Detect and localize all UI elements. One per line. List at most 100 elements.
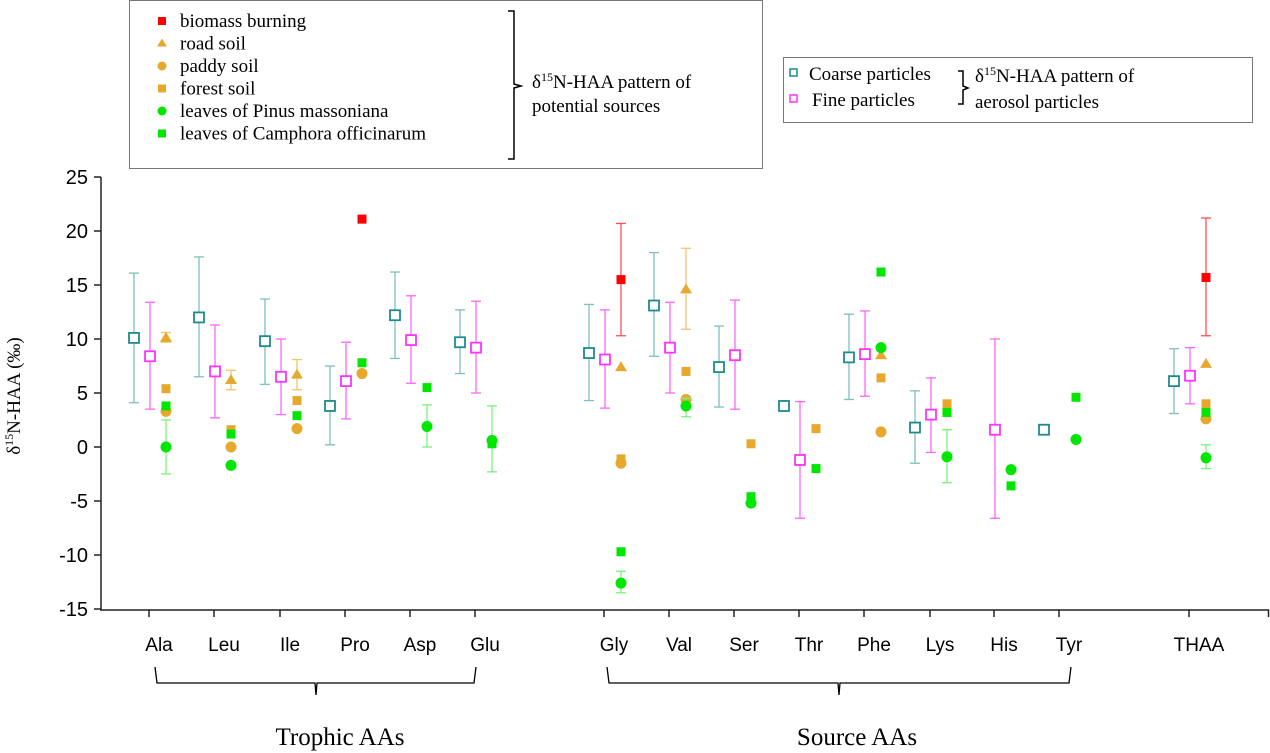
data-point [942,407,952,417]
y-tick-label: -15 [59,599,88,621]
legend-marker [158,129,166,138]
legend-coarse-marker [789,68,798,77]
data-point [357,358,367,368]
data-point [1038,423,1050,436]
legend-sources-title-line1: δ15N-HAA pattern of [532,70,692,93]
data-point [389,309,401,322]
series-leaves-of-camphora-officinarum [161,267,1211,557]
y-tick-label: 25 [66,167,88,189]
legend-marker [157,61,167,71]
data-point [746,492,756,502]
data-point [209,365,221,378]
data-point [160,331,172,342]
y-tick-label: -10 [59,545,88,567]
data-point [487,439,497,449]
data-point [811,424,821,434]
x-tick-label: Val [666,635,692,656]
data-point [616,275,626,285]
x-tick-label: Tyr [1056,635,1083,656]
legend-aerosol-frame [783,57,1253,123]
x-tick-label: Asp [404,635,437,656]
x-tick-label: Thr [795,635,824,656]
legend-sources-frame [129,0,763,169]
data-point [876,267,886,277]
data-point [1200,452,1212,464]
data-point [875,426,887,438]
legend-fine-marker [789,94,798,103]
data-point [941,451,953,463]
data-point [1201,407,1211,417]
data-point [324,400,336,412]
data-point [615,577,627,589]
data-point [422,383,432,393]
data-point [225,374,237,385]
series-leaves-of-pinus-massoniana [160,342,1212,594]
data-point [144,350,156,363]
data-point [1184,369,1196,382]
data-point [1005,464,1017,476]
data-point [583,347,595,359]
y-tick-label: 10 [66,329,88,351]
legend-coarse-label: Coarse particles [809,64,931,85]
data-point [405,334,417,346]
series-road-soil [160,247,1212,391]
data-point [275,370,287,383]
data-point [161,401,171,411]
x-tick-label: Ala [145,635,173,656]
y-tick-label: 0 [77,437,88,459]
data-point [680,283,692,294]
x-tick-label: Leu [208,635,240,656]
data-point [128,332,140,344]
data-point [875,349,887,360]
data-point [1006,481,1016,491]
legend-aerosol-title-line2: aerosol particles [975,92,1099,113]
x-tick-label: Phe [857,635,891,656]
legend-marker [158,84,166,93]
data-point [161,384,171,394]
series-fine-particles [144,295,1196,519]
data-point [291,423,303,435]
x-tick-label: Lys [926,635,955,656]
data-point [989,423,1001,436]
data-point [616,454,626,464]
data-point [664,341,676,354]
data-point [909,421,921,434]
data-point [599,353,611,366]
data-point [729,349,741,362]
legend-aerosol: Coarse particles Fine particles δ15N-HAA… [783,57,1253,123]
legend-marker [157,38,167,47]
y-tick-label: 15 [66,275,88,297]
y-axis-label: δ15N-HAA (‰) [2,337,25,455]
legend-label: leaves of Pinus massoniana [180,101,389,122]
group-brace-source: Source AAs [606,666,1072,751]
legend-label: forest soil [180,79,255,100]
x-tick-label: Ser [729,635,759,656]
data-point [843,351,855,364]
data-point [778,400,790,412]
legend-aerosol-brace [958,70,971,105]
legend-fine-label: Fine particles [812,90,915,111]
legend-label: road soil [180,34,246,55]
data-point [454,336,466,349]
legend-marker [158,17,166,25]
y-tick-label: -5 [70,491,88,513]
group-brace-trophic: Trophic AAs [154,666,477,751]
data-point [421,420,433,432]
group-label-trophic: Trophic AAs [276,724,405,751]
y-tick-label: 20 [66,221,88,243]
data-point [713,361,725,373]
data-point [225,459,237,471]
data-point [680,400,692,412]
legend-sources-title-line2: potential sources [532,96,660,117]
group-label-source: Source AAs [797,724,917,751]
x-tick-label: His [990,635,1017,656]
x-tick-label: Ile [280,635,300,656]
legend-aerosol-title-line1: δ15N-HAA pattern of [975,64,1135,87]
data-point [925,408,937,421]
data-point [292,411,302,421]
data-point [681,366,691,376]
data-point [226,429,236,439]
x-tick-label: THAA [1174,635,1225,656]
data-point [746,439,756,449]
